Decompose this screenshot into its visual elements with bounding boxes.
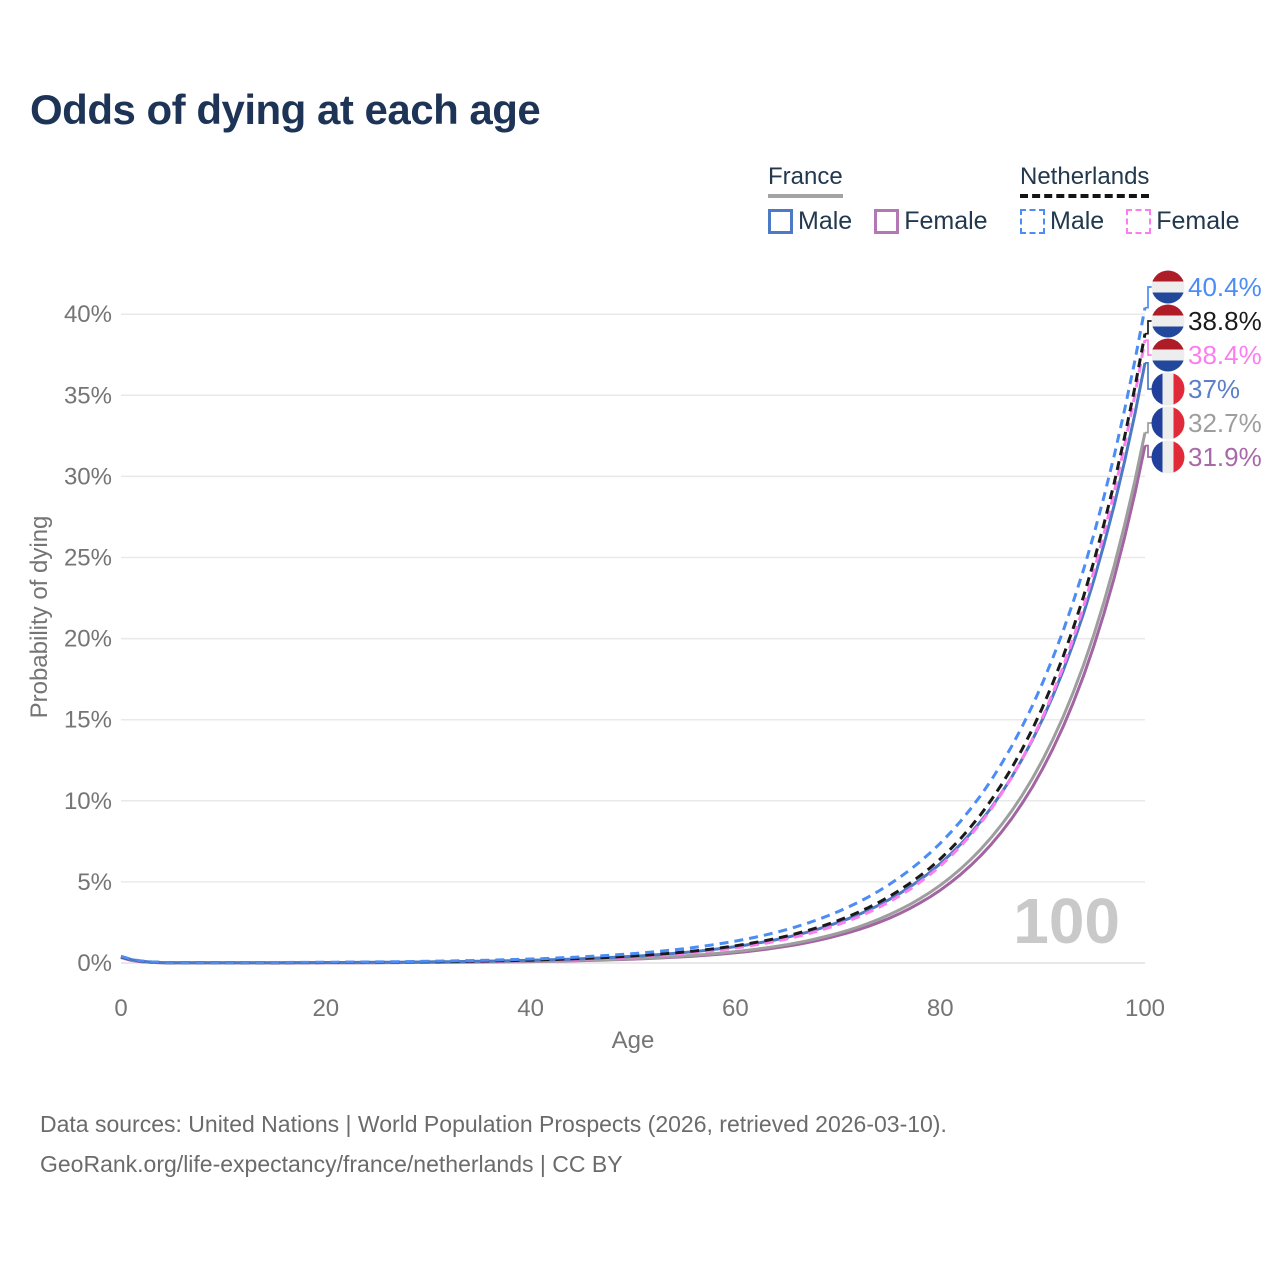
end-label-france-female: 31.9% — [1188, 442, 1262, 472]
end-label-netherlands-male: 40.4% — [1188, 272, 1262, 302]
x-tick-label: 40 — [517, 995, 544, 1022]
y-tick-label: 25% — [64, 545, 112, 572]
x-tick-label: 20 — [312, 995, 339, 1022]
legend-label-netherlands-male: Male — [1050, 207, 1105, 235]
page-title: Odds of dying at each age — [30, 86, 541, 133]
y-tick-label: 10% — [64, 788, 112, 815]
source-footer: Data sources: United Nations | World Pop… — [40, 1104, 947, 1184]
end-label-france-both: 32.7% — [1188, 408, 1262, 438]
series-line-netherlands-male[interactable] — [120, 307, 1147, 965]
legend-label-netherlands-female: Female — [1156, 207, 1240, 235]
y-tick-label: 35% — [64, 382, 112, 409]
age-counter-watermark: 100 — [1013, 885, 1120, 957]
legend-item-netherlands-male[interactable]: Male — [1020, 207, 1104, 236]
end-label-layer: 40.4% 38.8% 38.4% 37% 32.7% 31.9% — [1145, 270, 1262, 474]
y-tick-label: 15% — [64, 707, 112, 734]
x-tick-label: 80 — [927, 995, 954, 1022]
leader-line-netherlands-female — [1145, 339, 1152, 356]
legend-swatch-netherlands-female — [1126, 209, 1152, 234]
netherlands-flag-icon — [1151, 338, 1185, 372]
x-tick-label: 100 — [1125, 995, 1165, 1022]
series-line-netherlands-female[interactable] — [120, 339, 1147, 965]
legend-swatch-netherlands-male — [1020, 209, 1045, 234]
netherlands-flag-icon — [1151, 270, 1185, 304]
y-tick-label: 5% — [77, 869, 112, 896]
leader-line-netherlands-both — [1145, 320, 1152, 335]
legend-swatch-france-male — [768, 209, 793, 234]
legend-group-france: France Male Female — [768, 163, 988, 236]
y-tick-label: 20% — [64, 626, 112, 653]
source-line-2: GeoRank.org/life-expectancy/france/nethe… — [40, 1151, 623, 1177]
y-tick-label: 40% — [64, 301, 112, 328]
end-label-france-male: 37% — [1188, 374, 1240, 404]
legend-label-france-female: Female — [904, 207, 988, 235]
series-line-france-both[interactable] — [120, 432, 1147, 965]
legend-header-france: France — [768, 163, 843, 198]
leader-line-netherlands-male — [1145, 286, 1152, 309]
leader-line-france-male — [1145, 362, 1152, 390]
axis-layer: 0% 5% 10% 15% 20% 25% 30% 35% 40% 0 20 40 60 80 100 Age… — [26, 301, 1165, 1054]
legend-swatch-france-female — [874, 209, 900, 234]
france-flag-icon — [1151, 440, 1185, 474]
x-tick-label: 0 — [114, 995, 127, 1022]
watermark-layer: 100 — [1013, 885, 1120, 957]
netherlands-flag-icon — [1151, 304, 1185, 338]
series-line-france-male[interactable] — [120, 362, 1147, 965]
source-line-1: Data sources: United Nations | World Pop… — [40, 1111, 947, 1137]
legend-header-netherlands: Netherlands — [1020, 163, 1150, 198]
leader-line-france-female — [1145, 444, 1152, 458]
legend-items-france: Male Female — [768, 207, 988, 236]
series-layer — [120, 307, 1147, 965]
y-tick-label: 30% — [64, 463, 112, 490]
x-axis-title: Age — [612, 1027, 655, 1054]
legend-group-netherlands: Netherlands Male Female — [1020, 163, 1240, 236]
end-label-netherlands-both: 38.8% — [1188, 306, 1262, 336]
grid-layer — [121, 313, 1145, 964]
end-label-netherlands-female: 38.4% — [1188, 340, 1262, 370]
legend-item-france-male[interactable]: Male — [768, 207, 852, 236]
legend-items-netherlands: Male Female — [1020, 207, 1240, 236]
y-tick-label: 0% — [77, 950, 112, 977]
x-tick-label: 60 — [722, 995, 749, 1022]
france-flag-icon — [1151, 372, 1185, 406]
legend-item-netherlands-female[interactable]: Female — [1126, 207, 1240, 236]
legend-label-france-male: Male — [798, 207, 853, 235]
france-flag-icon — [1151, 406, 1185, 440]
y-axis-title: Probability of dying — [26, 516, 53, 719]
series-line-netherlands-both[interactable] — [120, 333, 1147, 965]
legend-item-france-female[interactable]: Female — [874, 207, 988, 236]
series-line-france-female[interactable] — [120, 445, 1147, 965]
leader-line-france-both — [1145, 422, 1152, 434]
